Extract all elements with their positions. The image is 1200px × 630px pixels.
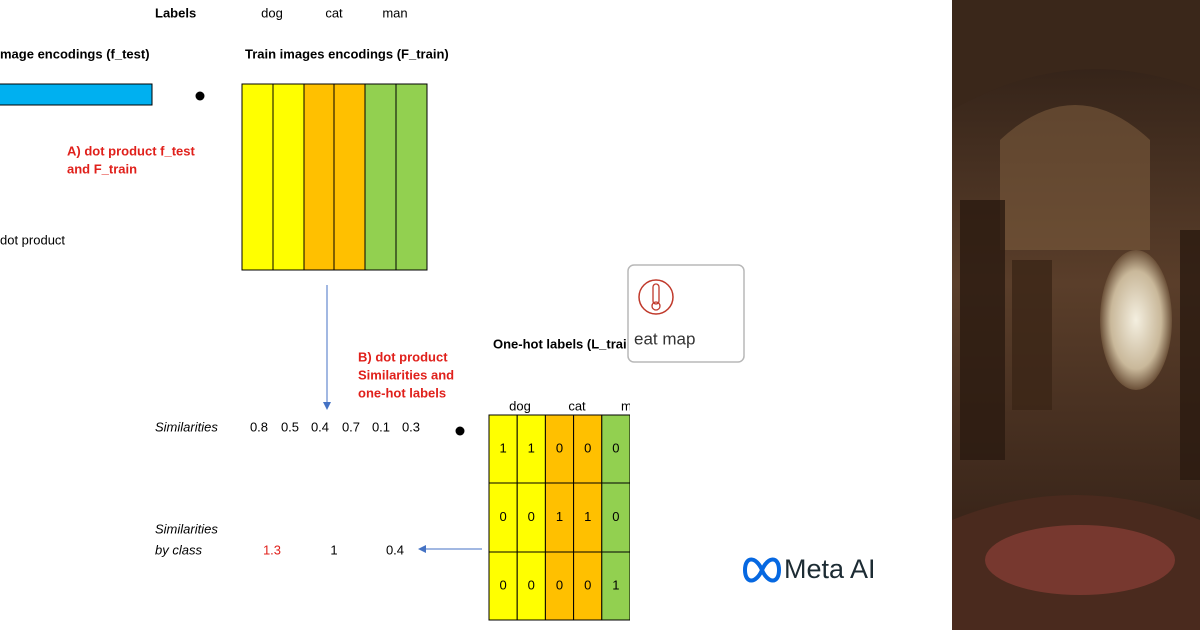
one-hot-cell — [488, 551, 518, 621]
similarities-values: 0.8 0.5 0.4 0.7 0.1 0.3 — [250, 419, 420, 434]
one-hot-value: 0 — [584, 440, 591, 455]
similarity-value: 0.7 — [342, 419, 360, 434]
one-hot-cell — [601, 414, 630, 484]
label: man — [382, 5, 407, 20]
step-a: and F_train — [67, 161, 137, 176]
one-hot-cell — [573, 482, 603, 553]
dot-operator — [195, 91, 205, 101]
similarity-value: 0.3 — [402, 419, 420, 434]
similarity-value: 0.5 — [281, 419, 299, 434]
one-hot-matrix: 1 1 0 0 0 0 0 1 1 0 0 0 0 0 1 — [488, 414, 630, 621]
similarity-value: 0.4 — [311, 419, 329, 434]
one-hot-block: One-hot labels (L_trai dog cat m 1 1 0 0 0 0 0… — [488, 336, 632, 621]
one-hot-value: 0 — [612, 509, 619, 524]
class-score: 1 — [330, 542, 337, 557]
button-label: eat map — [634, 329, 695, 348]
one-hot-value: 1 — [528, 440, 535, 455]
similarity-value: 0.8 — [250, 419, 268, 434]
by-class-label: Similarities — [155, 521, 218, 536]
column-label: m — [621, 398, 632, 413]
one-hot-value: 1 — [612, 577, 619, 592]
one-hot-cell — [573, 551, 603, 621]
by-class-label: by class — [155, 542, 202, 557]
one-hot-title: One-hot labels (L_trai — [493, 336, 627, 351]
logo-text: Meta AI — [784, 554, 876, 584]
label: dog — [261, 5, 283, 20]
one-hot-cell — [601, 551, 630, 621]
column-label: cat — [568, 398, 586, 413]
one-hot-value: 0 — [499, 509, 506, 524]
train-title: Train images encodings (F_train) — [245, 46, 449, 61]
dot-operator — [455, 426, 465, 436]
one-hot-cell — [544, 551, 575, 621]
library-photo — [952, 0, 1200, 630]
meta-logo: Meta AI — [742, 554, 876, 584]
class-score: 1.3 — [263, 542, 281, 557]
one-hot-value: 1 — [556, 509, 563, 524]
labels-title: Labels — [155, 5, 196, 20]
one-hot-cell — [516, 414, 546, 484]
one-hot-cell — [601, 482, 630, 553]
step-a: A) dot product f_test — [67, 143, 195, 158]
one-hot-value: 0 — [556, 440, 563, 455]
one-hot-value: 0 — [528, 509, 535, 524]
step-b: one-hot labels — [358, 385, 446, 400]
one-hot-value: 0 — [499, 577, 506, 592]
column-label: dog — [509, 398, 531, 413]
step-b: B) dot product — [358, 349, 448, 364]
step-b: Similarities and — [358, 367, 454, 382]
class-score: 0.4 — [386, 542, 404, 557]
one-hot-value: 0 — [528, 577, 535, 592]
similarities-label: Similarities — [155, 419, 218, 434]
one-hot-value: 1 — [499, 440, 506, 455]
one-hot-value: 0 — [556, 577, 563, 592]
test-bar — [0, 83, 153, 106]
one-hot-value: 0 — [612, 440, 619, 455]
one-hot-value: 0 — [584, 577, 591, 592]
label: cat — [325, 5, 343, 20]
train-matrix — [241, 83, 428, 271]
test-title: mage encodings (f_test) — [0, 46, 150, 61]
left-note: dot product — [0, 232, 65, 247]
one-hot-value: 1 — [584, 509, 591, 524]
similarity-value: 0.1 — [372, 419, 390, 434]
heat-map-button[interactable]: eat map — [627, 264, 745, 363]
